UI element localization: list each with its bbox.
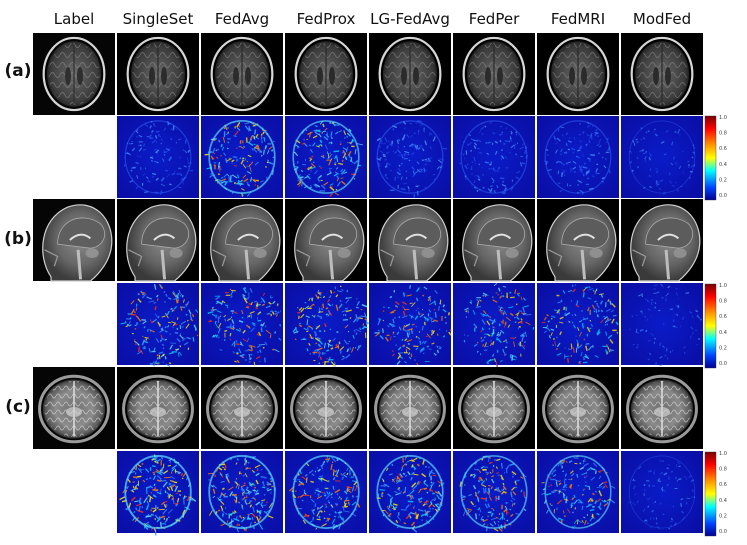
error-map-a-fedmri — [537, 116, 619, 198]
error-map-b-fedavg — [201, 283, 283, 367]
mri-image-b-fedmri — [537, 199, 619, 282]
mri-image-c-singleset — [117, 367, 199, 449]
mri-image-a-label — [33, 33, 115, 115]
mri-image-b-fedper — [453, 199, 535, 282]
mri-image-c-modfed — [621, 367, 703, 449]
colorbar-tick-label: 0.0 — [719, 361, 727, 367]
mri-image-c-fedprox — [285, 367, 367, 449]
colorbar-tick-label: 0.6 — [719, 146, 727, 152]
column-header-modfed: ModFed — [633, 10, 691, 28]
error-map-a-fedavg — [201, 116, 283, 198]
error-map-c-lg-fedavg — [369, 451, 451, 533]
error-map-b-fedmri — [537, 283, 619, 365]
mri-image-a-fedmri — [537, 33, 619, 115]
error-map-b-fedprox — [285, 283, 370, 368]
row-label-c: (c) — [5, 397, 31, 417]
colorbar-tick-label: 1.0 — [719, 451, 727, 457]
error-map-b-modfed — [621, 283, 703, 366]
row-label-b: (b) — [4, 229, 32, 249]
colorbar-1: 1.0 0.8 0.6 0.4 0.2 0.0 — [704, 115, 727, 201]
mri-image-b-label — [33, 199, 115, 282]
colorbar-tick-label: 1.0 — [719, 115, 727, 121]
error-map-b-singleset — [117, 283, 199, 368]
mri-image-c-lg-fedavg — [369, 367, 451, 449]
error-map-c-modfed — [621, 451, 703, 533]
colorbar-tick-label: 0.8 — [719, 131, 727, 137]
mri-image-a-singleset — [117, 33, 199, 115]
colorbar-tick-label: 0.6 — [719, 314, 727, 320]
error-map-c-fedprox — [285, 451, 367, 533]
error-map-c-fedmri — [537, 451, 619, 533]
column-header-fedper: FedPer — [469, 10, 520, 28]
colorbar-tick-label: 0.4 — [719, 162, 727, 168]
mri-image-b-modfed — [621, 199, 703, 282]
error-map-c-fedper — [453, 451, 535, 533]
column-header-label: Label — [54, 10, 94, 28]
error-map-a-lg-fedavg — [369, 116, 451, 198]
mri-image-c-fedmri — [537, 367, 619, 449]
error-map-b-lg-fedavg — [369, 283, 452, 366]
column-headers: Label SingleSet FedAvg FedProx LG-FedAvg FedP… — [54, 10, 691, 28]
mri-image-b-lg-fedavg — [369, 199, 451, 282]
mri-image-b-singleset — [117, 199, 199, 282]
mri-image-a-fedper — [453, 33, 535, 115]
colorbar-tick-label: 0.0 — [719, 529, 727, 535]
column-header-fedavg: FedAvg — [215, 10, 269, 28]
error-map-a-singleset — [117, 116, 199, 198]
mri-image-a-lg-fedavg — [369, 33, 451, 115]
error-map-c-singleset — [117, 451, 199, 536]
error-map-c-fedavg — [201, 451, 283, 533]
mri-image-c-fedavg — [201, 367, 283, 449]
mri-image-c-label — [33, 367, 115, 449]
colorbar-tick-label: 0.2 — [719, 345, 727, 351]
colorbar-tick-label: 0.2 — [719, 513, 727, 519]
error-map-a-fedper — [453, 116, 535, 198]
colorbar-tick-label: 0.0 — [719, 193, 727, 199]
colorbar-tick-label: 0.4 — [719, 330, 727, 336]
colorbar-tick-label: 0.8 — [719, 467, 727, 473]
error-map-a-modfed — [621, 116, 703, 198]
mri-image-a-modfed — [621, 33, 703, 115]
column-header-fedmri: FedMRI — [551, 10, 605, 28]
mri-image-b-fedprox — [285, 199, 367, 282]
mri-image-a-fedavg — [201, 33, 283, 115]
colorbar-tick-label: 1.0 — [719, 283, 727, 289]
image-grid — [33, 33, 703, 536]
colorbar-2: 1.0 0.8 0.6 0.4 0.2 0.0 — [704, 283, 727, 369]
mri-image-a-fedprox — [285, 33, 367, 115]
colorbar-tick-label: 0.4 — [719, 498, 727, 504]
colorbar-3: 1.0 0.8 0.6 0.4 0.2 0.0 — [704, 451, 727, 537]
error-map-a-fedprox — [285, 116, 367, 198]
colorbars: 1.0 0.8 0.6 0.4 0.2 0.0 1.0 0.8 0.6 0.4 0.2 0.0 1.0 0… — [704, 115, 727, 537]
mri-image-b-fedavg — [201, 199, 283, 282]
colorbar-tick-label: 0.2 — [719, 177, 727, 183]
column-header-singleset: SingleSet — [123, 10, 194, 28]
row-label-a: (a) — [4, 61, 31, 81]
mri-image-c-fedper — [453, 367, 535, 449]
row-labels: (a) (b) (c) — [4, 61, 32, 417]
colorbar-tick-label: 0.6 — [719, 482, 727, 488]
column-header-lg-fedavg: LG-FedAvg — [370, 10, 450, 28]
colorbar-tick-label: 0.8 — [719, 299, 727, 305]
error-map-b-fedper — [453, 282, 535, 369]
column-header-fedprox: FedProx — [297, 10, 356, 28]
